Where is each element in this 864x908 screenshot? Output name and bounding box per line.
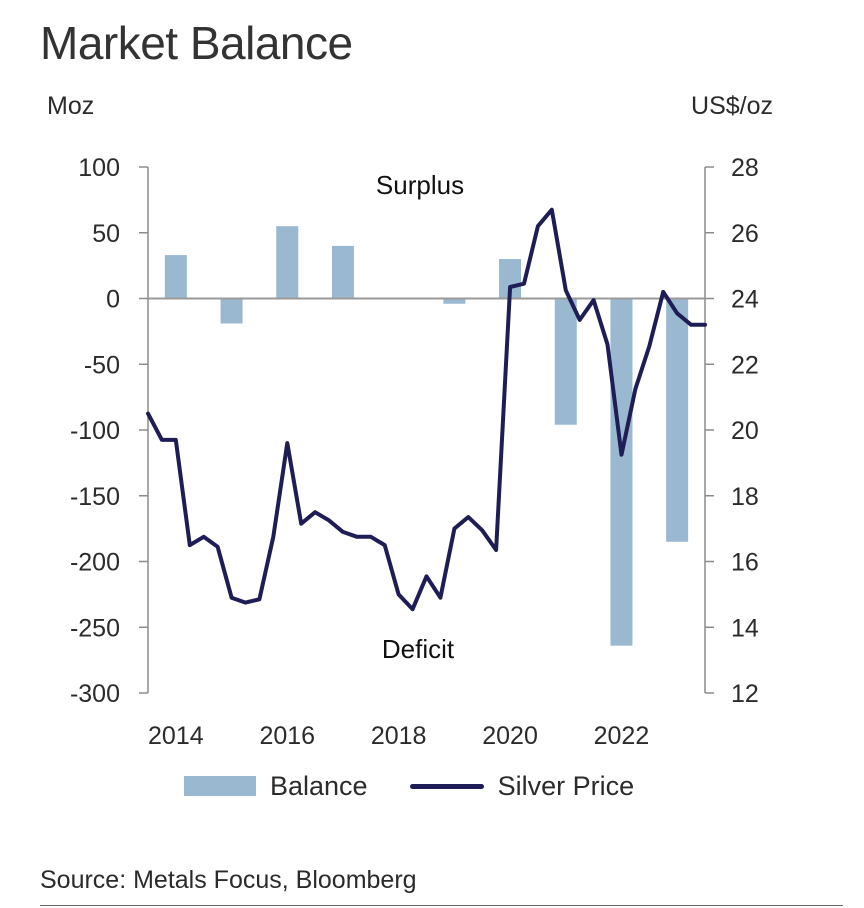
left-tick-label: -150 xyxy=(70,483,120,511)
balance-bar xyxy=(443,298,466,304)
right-tick-label: 14 xyxy=(731,614,759,642)
right-tick-label: 22 xyxy=(731,351,759,379)
x-tick-label: 2020 xyxy=(482,722,538,750)
x-tick-label: 2016 xyxy=(259,722,315,750)
balance-legend-swatch xyxy=(184,776,256,796)
balance-bar xyxy=(666,298,689,542)
left-tick-label: -250 xyxy=(70,614,120,642)
right-tick-label: 20 xyxy=(731,417,759,445)
footer-divider xyxy=(40,905,843,906)
left-tick-label: 0 xyxy=(106,286,120,314)
chart-title: Market Balance xyxy=(40,17,353,69)
balance-bar xyxy=(610,298,633,646)
left-tick-label: -50 xyxy=(84,351,120,379)
balance-bar xyxy=(164,255,187,299)
left-axis-ticks: 100 50 0 -50 -100 -150 -200 -250 -300 xyxy=(70,154,148,708)
source-note: Source: Metals Focus, Bloomberg xyxy=(40,866,417,894)
left-tick-label: -100 xyxy=(70,417,120,445)
right-tick-label: 24 xyxy=(731,286,759,314)
left-tick-label: 100 xyxy=(78,154,120,182)
left-tick-label: -300 xyxy=(70,680,120,708)
legend: Balance Silver Price xyxy=(184,768,634,804)
right-axis-ticks: 28 26 24 22 20 18 16 14 12 xyxy=(705,154,759,708)
right-axis-unit: US$/oz xyxy=(691,92,773,120)
right-tick-label: 28 xyxy=(731,154,759,182)
silver-price-line xyxy=(146,207,707,612)
balance-legend-label: Balance xyxy=(270,770,368,801)
balance-bar xyxy=(220,298,243,324)
x-axis-ticks: 2014 2016 2018 2020 2022 xyxy=(148,722,649,750)
right-tick-label: 26 xyxy=(731,220,759,248)
surplus-label: Surplus xyxy=(376,170,464,200)
x-tick-label: 2018 xyxy=(371,722,427,750)
balance-bar xyxy=(276,226,299,299)
silver-price-legend-swatch xyxy=(409,783,484,789)
silver-price-legend-label: Silver Price xyxy=(497,770,635,801)
right-tick-label: 16 xyxy=(731,549,759,577)
right-tick-label: 12 xyxy=(731,680,759,708)
right-tick-label: 18 xyxy=(731,483,759,511)
left-tick-label: 50 xyxy=(92,220,120,248)
balance-bar xyxy=(331,245,354,299)
balance-bar xyxy=(499,259,522,299)
left-axis-unit: Moz xyxy=(47,92,95,120)
x-tick-label: 2022 xyxy=(594,722,650,750)
balance-bar xyxy=(554,298,577,425)
left-tick-label: -200 xyxy=(70,549,120,577)
balance-bars xyxy=(164,226,689,646)
x-tick-label: 2014 xyxy=(148,722,204,750)
deficit-label: Deficit xyxy=(382,634,455,664)
